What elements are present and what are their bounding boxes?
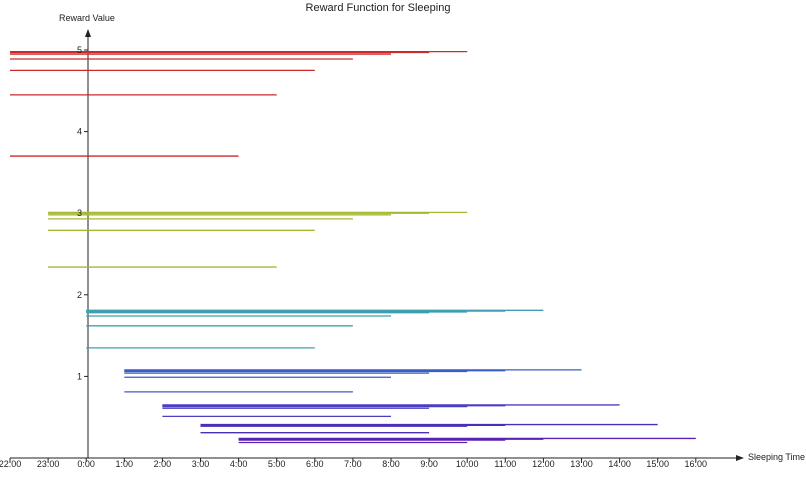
y-axis-label: Reward Value [59,13,115,23]
x-tick-label: 11:00 [494,459,516,469]
x-tick-label: 8:00 [382,459,400,469]
y-axis-arrow [85,29,91,37]
y-tick-label: 2 [77,290,82,300]
x-tick-label: 16:00 [685,459,708,469]
x-tick-label: 22:00 [0,459,21,469]
chart-title: Reward Function for Sleeping [306,2,451,14]
x-tick-label: 9:00 [420,459,438,469]
x-tick-label: 15:00 [646,459,669,469]
x-tick-label: 0:00 [77,459,95,469]
x-tick-label: 23:00 [37,459,60,469]
x-tick-label: 1:00 [116,459,134,469]
x-tick-label: 3:00 [192,459,210,469]
x-tick-label: 13:00 [570,459,593,469]
axes [9,29,744,462]
reward-segments [10,50,696,444]
x-tick-label: 12:00 [532,459,555,469]
x-tick-label: 14:00 [608,459,631,469]
y-tick-label: 1 [77,371,82,381]
x-tick-label: 2:00 [154,459,172,469]
tick-labels: 22:00 23:00 0:00 1:00 2:00 3:00 4:00 5:00 6:00 7:… [0,45,707,469]
x-tick-label: 10:00 [456,459,479,469]
y-tick-label: 5 [77,45,82,55]
y-tick-label: 3 [77,208,82,218]
x-tick-label: 6:00 [306,459,324,469]
x-axis-arrow [736,455,744,461]
x-tick-label: 5:00 [268,459,286,469]
x-tick-label: 4:00 [230,459,248,469]
x-tick-label: 7:00 [344,459,362,469]
x-axis-label: Sleeping Time [748,452,805,462]
y-tick-label: 4 [77,127,82,137]
